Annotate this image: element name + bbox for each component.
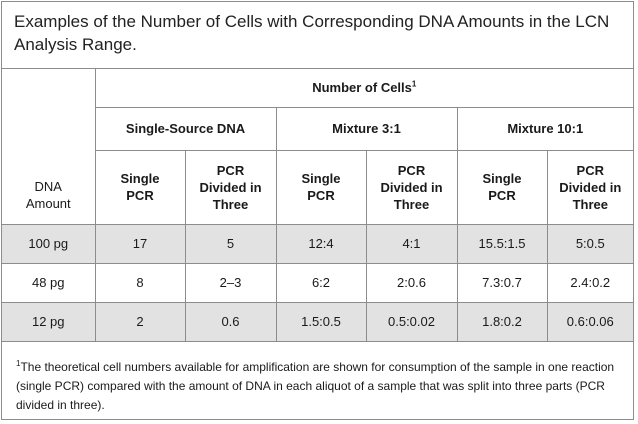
table-cell: 1.5:0.5 [275, 301, 367, 342]
table-cell: 2 [94, 301, 186, 342]
subcolumn-label: PCR Divided in Three [559, 162, 622, 212]
header-sub-pcr-divided: PCR Divided in Three [546, 149, 634, 225]
subcolumn-label: PCR Divided in Three [199, 162, 262, 212]
subcolumn-label: Single PCR [482, 171, 522, 203]
subcolumn-label: Single PCR [120, 171, 160, 203]
table-cell: 0.5:0.02 [365, 301, 458, 342]
table-cell: 2.4:0.2 [546, 262, 634, 303]
table-cell: 17 [94, 223, 186, 264]
table-cell: 5 [184, 223, 277, 264]
table-row: 48 pg 8 2–3 6:2 2:0.6 7.3:0.7 2.4:0.2 [2, 262, 634, 303]
header-group-single-source: Single-Source DNA [95, 106, 277, 151]
table-cell: 8 [94, 262, 186, 303]
dna-amount-label: DNA Amount [25, 178, 71, 211]
header-group-mixture-10-1: Mixture 10:1 [456, 106, 634, 151]
header-number-of-cells: Number of Cells1 [94, 68, 634, 108]
row-dna-amount: 12 pg [2, 301, 96, 342]
row-dna-amount: 48 pg [2, 262, 96, 303]
table-cell: 7.3:0.7 [456, 262, 548, 303]
table-cell: 0.6:0.06 [546, 301, 634, 342]
table-cell: 2–3 [184, 262, 277, 303]
row-dna-amount: 100 pg [2, 223, 96, 264]
table-cell: 15.5:1.5 [456, 223, 548, 264]
header-row-groups: Single-Source DNA Mixture 3:1 Mixture 10… [2, 106, 634, 151]
number-of-cells-label: Number of Cells [312, 79, 412, 95]
table-cell: 4:1 [365, 223, 458, 264]
table-row: 12 pg 2 0.6 1.5:0.5 0.5:0.02 1.8:0.2 0.6… [2, 301, 634, 342]
header-sub-pcr-divided: PCR Divided in Three [365, 149, 458, 225]
footnote-marker-1: 1 [411, 79, 417, 89]
table-cell: 0.6 [184, 301, 277, 342]
header-sub-single-pcr: Single PCR [275, 149, 367, 225]
table-cell: 2:0.6 [365, 262, 458, 303]
table-cell: 5:0.5 [546, 223, 634, 264]
header-row-number-of-cells: DNA Amount Number of Cells1 [2, 68, 634, 225]
header-group-mixture-3-1: Mixture 3:1 [275, 106, 458, 151]
header-dna-amount: DNA Amount [2, 68, 96, 225]
footnote-marker: 1 [16, 359, 21, 368]
header-row-subcolumns: Single PCR PCR Divided in Three Single P… [2, 149, 634, 225]
header-sub-single-pcr: Single PCR [456, 149, 548, 225]
footnote-text: The theoretical cell numbers available f… [16, 360, 615, 412]
table-cell: 1.8:0.2 [456, 301, 548, 342]
table-row: 100 pg 17 5 12:4 4:1 15.5:1.5 5:0.5 [2, 223, 634, 264]
header-sub-pcr-divided: PCR Divided in Three [184, 149, 277, 225]
subcolumn-label: Single PCR [301, 171, 341, 203]
subcolumn-label: PCR Divided in Three [380, 162, 443, 212]
table-cell: 6:2 [275, 262, 367, 303]
footnote: 1The theoretical cell numbers available … [2, 350, 633, 415]
header-sub-single-pcr: Single PCR [95, 149, 186, 225]
table-cell: 12:4 [275, 223, 367, 264]
data-table: DNA Amount Number of Cells1 Single-Sourc… [2, 68, 634, 342]
table-title: Examples of the Number of Cells with Cor… [2, 2, 633, 69]
